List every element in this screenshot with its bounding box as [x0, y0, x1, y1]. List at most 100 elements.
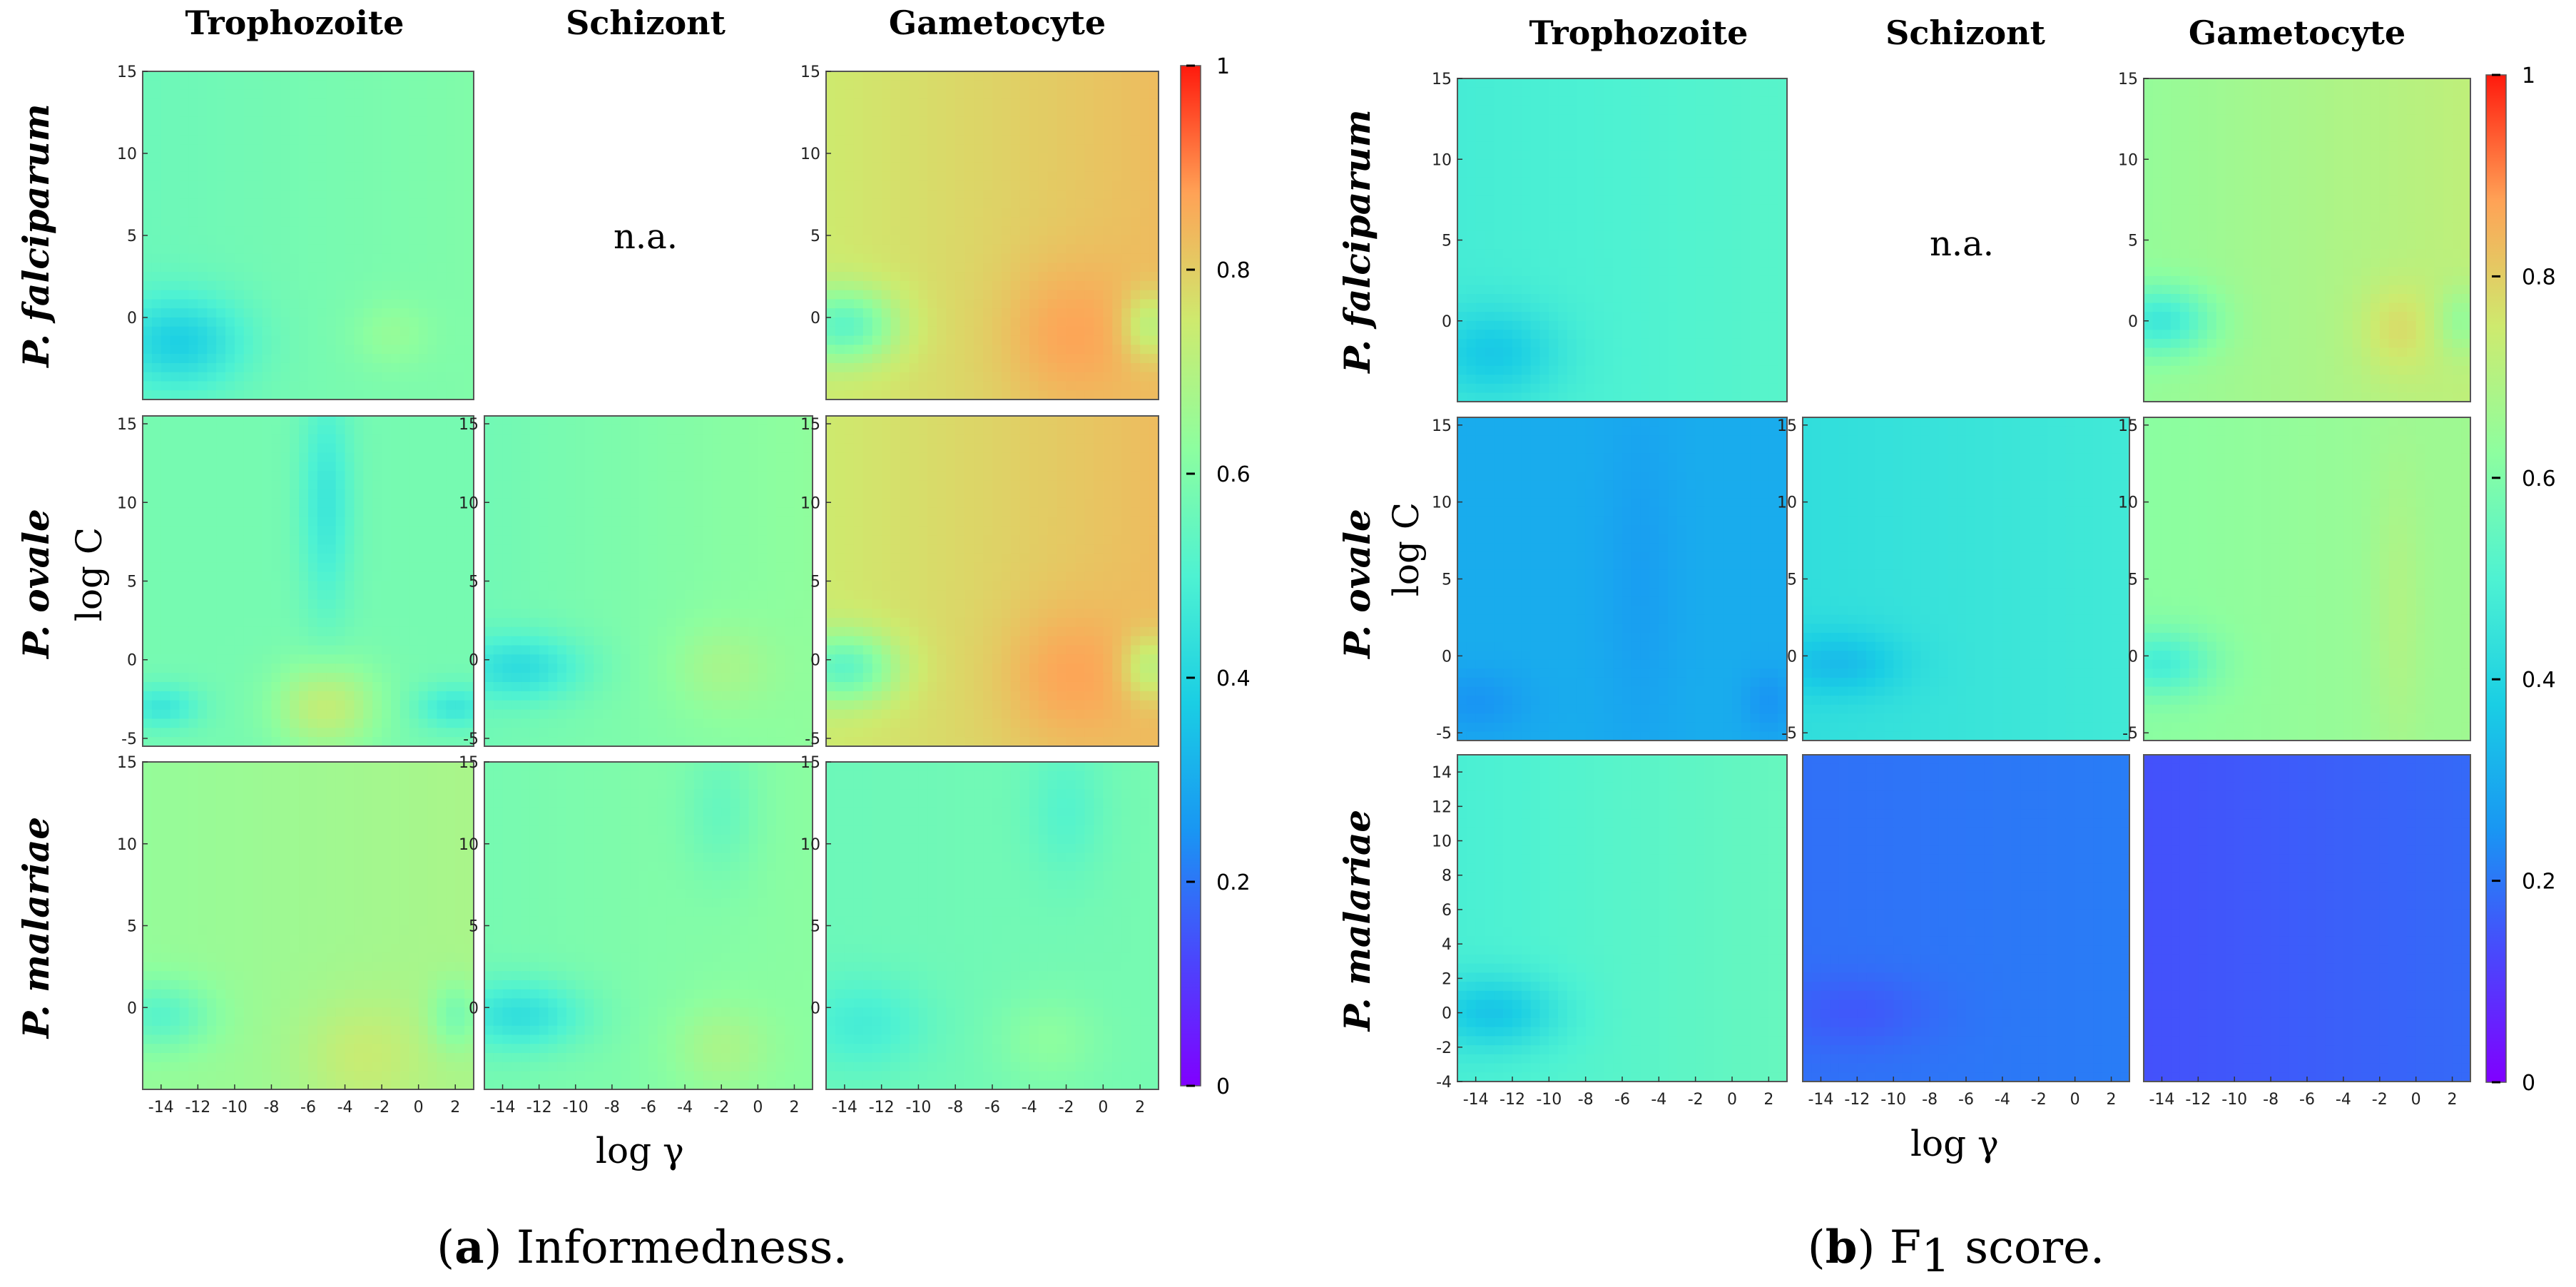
heatmap-pixel [143, 663, 153, 673]
heatmap-pixel [299, 299, 309, 310]
heatmap-pixel [198, 135, 208, 146]
heatmap-pixel [992, 317, 1002, 327]
heatmap-pixel [937, 190, 947, 200]
heatmap-pixel [280, 507, 291, 518]
heatmap-pixel [382, 599, 392, 609]
heatmap-pixel [584, 462, 595, 472]
heatmap-pixel [484, 737, 494, 747]
heatmap-pixel [143, 709, 153, 720]
heatmap-pixel [502, 636, 513, 646]
heatmap-pixel [575, 544, 586, 554]
heatmap-pixel [299, 226, 309, 236]
heatmap-pixel [143, 581, 153, 591]
heatmap-pixel [748, 443, 759, 454]
heatmap-pixel [946, 171, 957, 182]
heatmap-pixel [308, 299, 318, 310]
heatmap-pixel [179, 108, 190, 118]
heatmap-pixel [335, 71, 346, 81]
heatmap-pixel [630, 691, 641, 701]
heatmap-pixel [225, 599, 235, 609]
heatmap-pixel [234, 190, 245, 200]
heatmap-pixel [826, 381, 836, 392]
heatmap-pixel [853, 126, 864, 136]
heatmap-pixel [354, 480, 365, 490]
heatmap-pixel [179, 217, 190, 228]
heatmap-pixel [225, 208, 235, 218]
heatmap-pixel [427, 345, 438, 355]
heatmap-pixel [1149, 390, 1159, 400]
heatmap-pixel [964, 335, 974, 346]
heatmap-pixel [853, 226, 864, 236]
heatmap-pixel [983, 390, 993, 400]
heatmap-pixel [539, 718, 549, 729]
heatmap-pixel [1094, 171, 1104, 182]
heatmap-pixel [666, 553, 677, 564]
heatmap-pixel [253, 253, 263, 264]
heatmap-pixel [974, 390, 984, 400]
heatmap-pixel [639, 507, 649, 518]
heatmap-pixel [308, 434, 318, 444]
heatmap-pixel [335, 553, 346, 564]
heatmap-pixel [890, 235, 901, 245]
heatmap-pixel [493, 645, 504, 656]
heatmap-pixel [502, 434, 513, 444]
heatmap-pixel [317, 700, 327, 711]
heatmap-pixel [234, 526, 245, 536]
heatmap-pixel [539, 424, 549, 435]
heatmap-pixel [335, 718, 346, 729]
heatmap-pixel [345, 517, 355, 527]
heatmap-pixel [844, 208, 855, 218]
heatmap-pixel [345, 180, 355, 190]
heatmap-pixel [464, 345, 474, 355]
heatmap-pixel [455, 471, 465, 481]
heatmap-pixel [502, 416, 513, 426]
heatmap-pixel [484, 599, 494, 609]
heatmap-pixel [575, 471, 586, 481]
heatmap-pixel [918, 362, 929, 373]
heatmap-pixel [603, 471, 613, 481]
heatmap-pixel [446, 126, 457, 136]
heatmap-pixel [446, 571, 457, 582]
heatmap-pixel [712, 626, 723, 637]
heatmap-pixel [685, 434, 695, 444]
heatmap-pixel [354, 80, 365, 91]
row-label-falciparum: P. falciparum [15, 103, 57, 368]
heatmap-pixel [216, 507, 226, 518]
heatmap-pixel [739, 654, 750, 665]
heatmap-pixel [862, 71, 873, 81]
heatmap-pixel [748, 562, 759, 573]
heatmap-pixel [1047, 80, 1058, 91]
heatmap-pixel [161, 235, 171, 245]
heatmap-pixel [317, 317, 327, 327]
heatmap-pixel [345, 171, 355, 182]
heatmap-pixel [317, 135, 327, 146]
heatmap-pixel [1057, 89, 1067, 100]
heatmap-pixel [575, 424, 586, 435]
heatmap-pixel [345, 345, 355, 355]
heatmap-pixel [1094, 208, 1104, 218]
heatmap-pixel [225, 654, 235, 665]
heatmap-pixel [844, 244, 855, 255]
heatmap-pixel [335, 544, 346, 554]
heatmap-pixel [927, 144, 938, 154]
heatmap-pixel [1094, 263, 1104, 273]
heatmap-pixel [409, 335, 419, 346]
heatmap-pixel [151, 135, 162, 146]
heatmap-pixel [826, 272, 836, 282]
heatmap-pixel [326, 553, 337, 564]
heatmap-pixel [455, 443, 465, 454]
heatmap-pixel [621, 737, 631, 747]
heatmap-pixel [198, 299, 208, 310]
heatmap-pixel [835, 198, 845, 209]
heatmap-pixel [1047, 71, 1058, 81]
heatmap-pixel [382, 673, 392, 683]
heatmap-pixel [529, 498, 540, 509]
heatmap-pixel [1019, 108, 1030, 118]
heatmap-pixel [382, 390, 392, 400]
heatmap-pixel [557, 673, 567, 683]
heatmap-pixel [992, 162, 1002, 173]
heatmap-pixel [1057, 272, 1067, 282]
heatmap-pixel [1047, 299, 1058, 310]
heatmap-pixel [151, 443, 162, 454]
heatmap-pixel [712, 636, 723, 646]
